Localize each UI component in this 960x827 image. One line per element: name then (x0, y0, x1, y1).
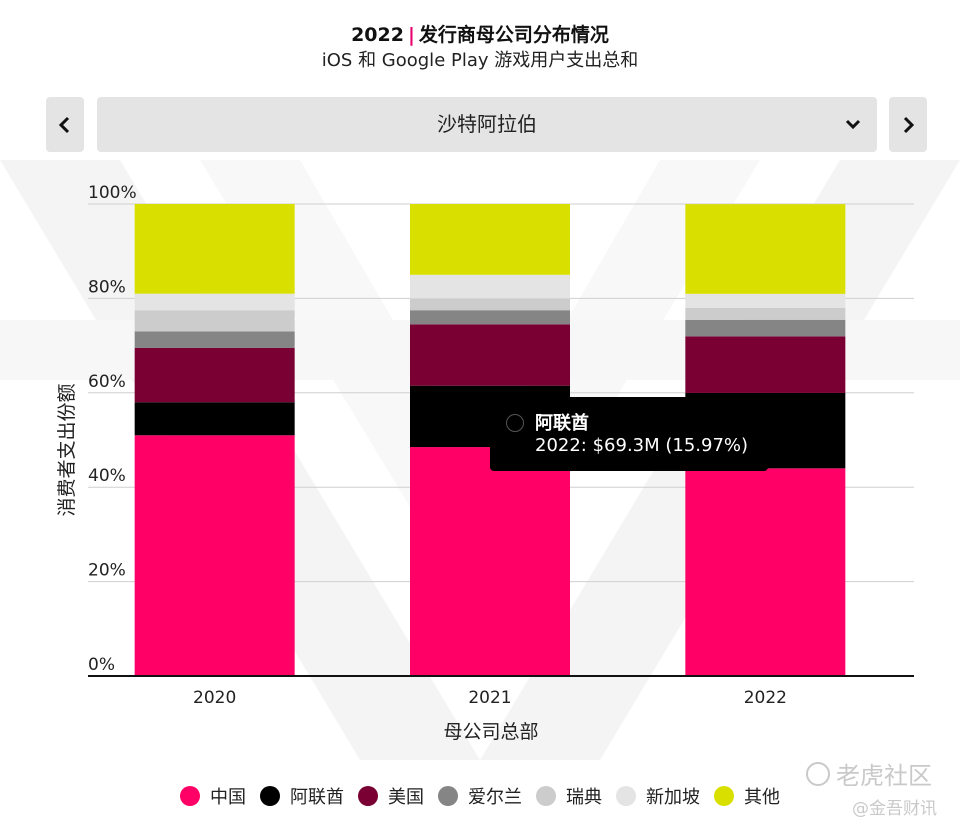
y-tick-label: 20% (88, 561, 126, 581)
bar-segment (410, 447, 570, 676)
bar-segment (134, 435, 295, 676)
country-selector-value: 沙特阿拉伯 (437, 112, 537, 136)
bar-segment (685, 204, 846, 294)
legend-dot (260, 786, 280, 806)
bar-segment (410, 274, 570, 299)
chart-title: 2022 | 发行商母公司分布情况 (351, 24, 609, 46)
legend-item[interactable]: 美国 (358, 783, 424, 809)
legend-dot (358, 786, 378, 806)
legend: 中国 阿联酋 美国 爱尔兰 瑞典 新加坡 其他 (0, 783, 960, 809)
bar-segment (410, 324, 570, 386)
y-axis-label: 消费者支出份额 (56, 383, 78, 516)
legend-dot (180, 786, 200, 806)
legend-label: 爱尔兰 (468, 787, 522, 808)
x-tick-label: 2021 (468, 688, 511, 708)
chevron-left-icon (58, 116, 70, 133)
bar-segment (134, 293, 295, 311)
legend-dot (714, 786, 734, 806)
x-tick-label: 2022 (744, 688, 787, 708)
bar-segment (410, 204, 570, 275)
tooltip-arrow (768, 425, 776, 441)
legend-item[interactable]: 阿联酋 (260, 783, 344, 809)
bar-segment (685, 307, 846, 320)
bar-segment (134, 402, 295, 436)
chevron-right-icon (903, 116, 915, 133)
bar-segment (685, 293, 846, 308)
country-selector[interactable]: 沙特阿拉伯 (97, 97, 877, 152)
bar-segment (410, 298, 570, 311)
tooltip-series-name: 阿联酋 (535, 413, 589, 434)
legend-label: 美国 (388, 787, 424, 808)
legend-label: 中国 (210, 787, 246, 808)
x-tick-label: 2020 (193, 688, 236, 708)
legend-item[interactable]: 新加坡 (616, 783, 700, 809)
legend-dot (438, 786, 458, 806)
tooltip-value: 2022: $69.3M (15.97%) (535, 435, 749, 456)
legend-item[interactable]: 其他 (714, 783, 780, 809)
bar-segment (134, 331, 295, 348)
bar-segment (685, 468, 846, 676)
brand-watermark: 老虎社区 (806, 756, 932, 791)
tooltip-series-dot (506, 414, 524, 432)
tooltip: 阿联酋 2022: $69.3M (15.97%) (490, 397, 776, 471)
x-axis-label: 母公司总部 (443, 721, 538, 743)
y-tick-label: 60% (88, 372, 126, 392)
chart-subtitle: iOS 和 Google Play 游戏用户支出总和 (321, 50, 639, 71)
legend-label: 瑞典 (566, 787, 602, 808)
bar-segment (134, 310, 295, 332)
source-watermark: @金吾财讯 (852, 799, 937, 819)
legend-label: 阿联酋 (290, 787, 344, 808)
prev-country-button[interactable] (46, 97, 84, 152)
bar-segment (134, 204, 295, 294)
stacked-bar-chart: 0% 20% 40% 60% 80% 100% 2020 2021 2022 母公司总部 消费者支出… (56, 183, 914, 743)
y-tick-label: 80% (88, 277, 126, 297)
legend-item[interactable]: 瑞典 (536, 783, 602, 809)
y-tick-label: 0% (88, 655, 115, 675)
bar-segment (685, 319, 846, 337)
bar-segment (134, 347, 295, 403)
legend-item[interactable]: 中国 (180, 783, 246, 809)
y-tick-label: 40% (88, 466, 126, 486)
next-country-button[interactable] (889, 97, 927, 152)
legend-label: 新加坡 (646, 787, 700, 808)
bar-segment (685, 336, 846, 393)
legend-dot (616, 786, 636, 806)
y-tick-label: 100% (88, 183, 137, 203)
bar-segment (410, 310, 570, 325)
legend-item[interactable]: 爱尔兰 (438, 783, 522, 809)
legend-dot (536, 786, 556, 806)
watermark-logo-icon (806, 761, 830, 786)
legend-label: 其他 (744, 787, 780, 808)
chevron-down-icon (845, 119, 861, 130)
